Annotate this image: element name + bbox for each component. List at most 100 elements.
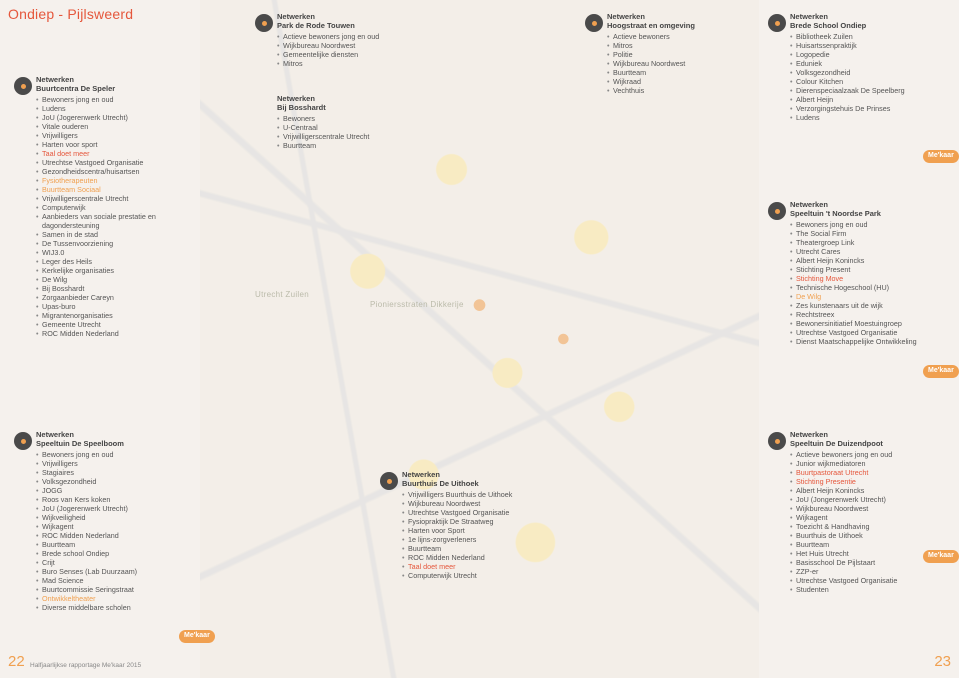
list-item: Buurthuis de Uithoek bbox=[790, 531, 953, 540]
list-item: Buurtteam bbox=[36, 540, 204, 549]
list-item: Stagiaires bbox=[36, 468, 204, 477]
list-item: Dierenspeciaalzaak De Speelberg bbox=[790, 86, 953, 95]
list-item: Zes kunstenaars uit de wijk bbox=[790, 301, 953, 310]
node-icon bbox=[14, 432, 32, 450]
list-item: Buurtteam Sociaal bbox=[36, 185, 204, 194]
list-item: Buro Senses (Lab Duurzaam) bbox=[36, 567, 204, 576]
node-icon bbox=[585, 14, 603, 32]
list-item: Actieve bewoners jong en oud bbox=[277, 32, 430, 41]
list-item: Taal doet meer bbox=[36, 149, 204, 158]
list-item: 1e lijns-zorgverleners bbox=[402, 535, 565, 544]
list-item: Vechthuis bbox=[607, 86, 755, 95]
list-item: ZZP-er bbox=[790, 567, 953, 576]
list-item: Bewoners jong en oud bbox=[36, 95, 204, 104]
list-item: Studenten bbox=[790, 585, 953, 594]
list-item: Wijkbureau Noordwest bbox=[790, 504, 953, 513]
list-item: Gezondheidscentra/huisartsen bbox=[36, 167, 204, 176]
list-item: Technische Hogeschool (HU) bbox=[790, 283, 953, 292]
list-item: Kerkelijke organisaties bbox=[36, 266, 204, 275]
map-label: Utrecht Zuilen bbox=[255, 290, 309, 300]
network-block-park-rode-touwen: NetwerkenPark de Rode TouwenActieve bewo… bbox=[255, 12, 430, 68]
node-icon bbox=[14, 77, 32, 95]
block-heading: Netwerken bbox=[607, 12, 755, 21]
network-block-buurthuis-uithoek: NetwerkenBuurthuis De UithoekVrijwillige… bbox=[380, 470, 565, 580]
list-item: Diverse middelbare scholen bbox=[36, 603, 204, 612]
list-item: Bewoners jong en oud bbox=[36, 450, 204, 459]
mekaar-tag: Me'kaar bbox=[923, 150, 959, 163]
node-icon bbox=[768, 202, 786, 220]
list-item: Utrechtse Vastgoed Organisatie bbox=[36, 158, 204, 167]
block-list: Bibliotheek ZuilenHuisartssenpraktijkLog… bbox=[790, 32, 953, 122]
block-subtitle: Bij Bosshardt bbox=[277, 103, 430, 112]
list-item: Gemeentelijke diensten bbox=[277, 50, 430, 59]
list-item: Actieve bewoners bbox=[607, 32, 755, 41]
list-item: Rechtstreex bbox=[790, 310, 953, 319]
list-item: Utrecht Cares bbox=[790, 247, 953, 256]
list-item: Bewonersinitiatief Moestuingroep bbox=[790, 319, 953, 328]
page-number-left: 22 bbox=[8, 653, 25, 672]
list-item: Albert Heijn bbox=[790, 95, 953, 104]
network-block-speeltuin-duizendpoot: NetwerkenSpeeltuin De DuizendpootActieve… bbox=[768, 430, 953, 594]
list-item: Verzorgingstehuis De Prinses bbox=[790, 104, 953, 113]
block-subtitle: Speeltuin De Duizendpoot bbox=[790, 439, 953, 448]
list-item: Colour Kitchen bbox=[790, 77, 953, 86]
list-item: Leger des Heils bbox=[36, 257, 204, 266]
list-item: Harten voor Sport bbox=[402, 526, 565, 535]
list-item: Utrechtse Vastgoed Organisatie bbox=[790, 328, 953, 337]
list-item: De Wilg bbox=[790, 292, 953, 301]
block-subtitle: Brede School Ondiep bbox=[790, 21, 953, 30]
network-block-speeltuin-noordse-park: NetwerkenSpeeltuin 't Noordse Park Bewone… bbox=[768, 200, 953, 346]
mekaar-tag: Me'kaar bbox=[179, 630, 215, 643]
list-item: Buurtpastoraat Utrecht bbox=[790, 468, 953, 477]
list-item: Utrechtse Vastgoed Organisatie bbox=[402, 508, 565, 517]
list-item: Taal doet meer bbox=[402, 562, 565, 571]
list-item: De Tussenvoorziening bbox=[36, 239, 204, 248]
list-item: Computerwijk bbox=[36, 203, 204, 212]
list-item: ROC Midden Nederland bbox=[36, 329, 204, 338]
block-list: Bewoners jong en oudLudensJoU (Jogerenwe… bbox=[36, 95, 204, 338]
block-list: Bewoners jong en oudThe Social FirmTheat… bbox=[790, 220, 953, 346]
list-item: U-Centraal bbox=[277, 123, 430, 132]
list-item: Wijkagent bbox=[36, 522, 204, 531]
list-item: Brede school Ondiep bbox=[36, 549, 204, 558]
list-item: Theatergroep Link bbox=[790, 238, 953, 247]
list-item: Vrijwilligerscentrale Utrecht bbox=[36, 194, 204, 203]
block-subtitle: Speeltuin 't Noordse Park bbox=[790, 209, 953, 218]
list-item: Volksgezondheid bbox=[790, 68, 953, 77]
list-item: WIJ3.0 bbox=[36, 248, 204, 257]
block-heading: Netwerken bbox=[277, 94, 430, 103]
list-item: Stichting Move bbox=[790, 274, 953, 283]
list-item: Buurtteam bbox=[277, 141, 430, 150]
list-item: Upas-buro bbox=[36, 302, 204, 311]
list-item: Computerwijk Utrecht bbox=[402, 571, 565, 580]
block-heading: Netwerken bbox=[790, 200, 953, 209]
block-heading: Netwerken bbox=[402, 470, 565, 479]
page-title: Ondiep - Pijlsweerd bbox=[8, 6, 133, 24]
list-item: Huisartssenpraktijk bbox=[790, 41, 953, 50]
list-item: Aanbieders van sociale prestatie en dago… bbox=[36, 212, 204, 230]
block-list: BewonersU-CentraalVrijwilligerscentrale … bbox=[277, 114, 430, 150]
list-item: Vrijwilligers bbox=[36, 459, 204, 468]
block-heading: Netwerken bbox=[36, 75, 204, 84]
list-item: Utrechtse Vastgoed Organisatie bbox=[790, 576, 953, 585]
list-item: Eduniek bbox=[790, 59, 953, 68]
list-item: Albert Heijn Konincks bbox=[790, 486, 953, 495]
list-item: Wijkbureau Noordwest bbox=[277, 41, 430, 50]
node-icon bbox=[768, 14, 786, 32]
block-subtitle: Speeltuin De Speelboom bbox=[36, 439, 204, 448]
page-number-right: 23 bbox=[934, 653, 951, 672]
list-item: Dienst Maatschappelijke Ontwikkeling bbox=[790, 337, 953, 346]
list-item: Politie bbox=[607, 50, 755, 59]
list-item: Bewoners jong en oud bbox=[790, 220, 953, 229]
list-item: Actieve bewoners jong en oud bbox=[790, 450, 953, 459]
block-list: Bewoners jong en oudVrijwilligersStagiai… bbox=[36, 450, 204, 612]
list-item: The Social Firm bbox=[790, 229, 953, 238]
list-item: JoU (Jogerenwerk Utrecht) bbox=[36, 113, 204, 122]
list-item: Mitros bbox=[607, 41, 755, 50]
network-block-buurtcentra-speler: NetwerkenBuurtcentra De SpelerBewoners j… bbox=[14, 75, 204, 338]
network-block-brede-school-ondiep: NetwerkenBrede School OndiepBibliotheek … bbox=[768, 12, 953, 122]
block-heading: Netwerken bbox=[277, 12, 430, 21]
list-item: Ludens bbox=[36, 104, 204, 113]
list-item: Vitale ouderen bbox=[36, 122, 204, 131]
list-item: Bibliotheek Zuilen bbox=[790, 32, 953, 41]
